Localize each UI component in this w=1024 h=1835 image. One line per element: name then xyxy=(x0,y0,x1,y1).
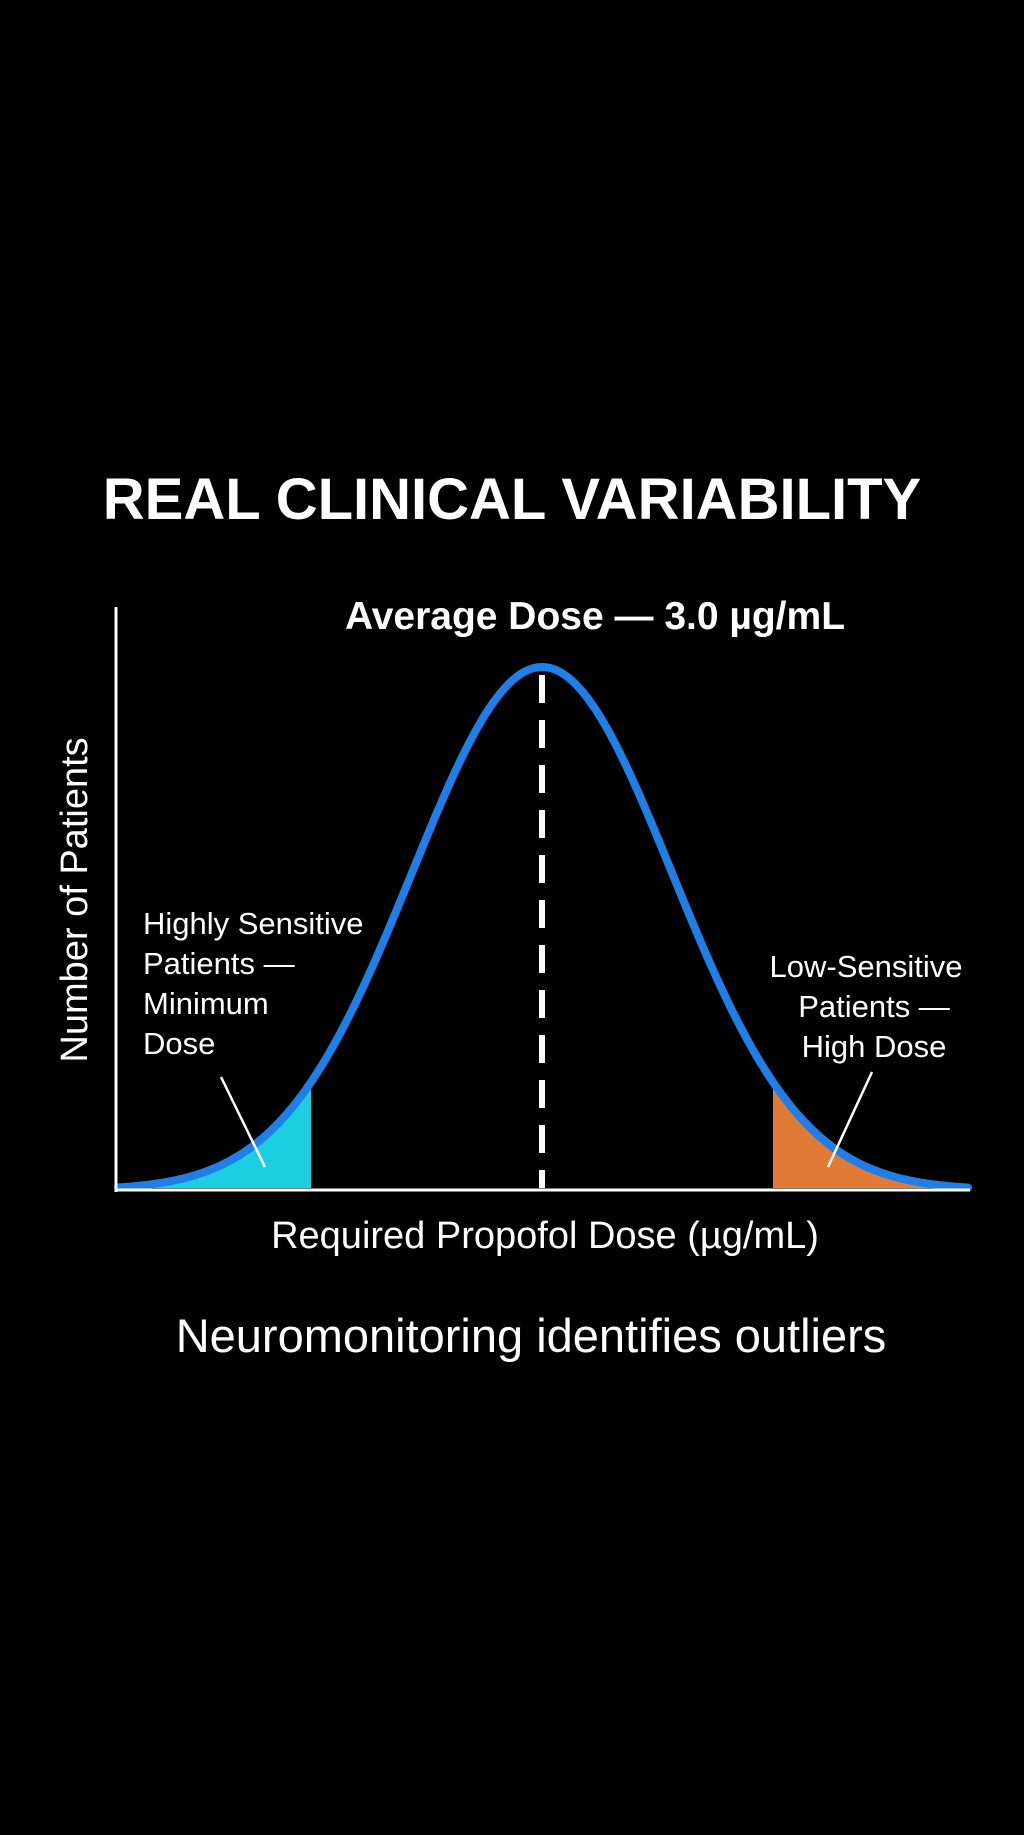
high-tail-label-line-1: Low-Sensitive xyxy=(770,949,963,984)
high-tail-leader-line xyxy=(826,1071,874,1168)
low-tail-label-line-2: Patients — xyxy=(143,946,295,981)
high-tail-label-line-3: High Dose xyxy=(802,1029,947,1064)
low-tail-label-line-3: Minimum xyxy=(143,986,269,1021)
distribution-curve xyxy=(114,663,972,1192)
mean-label: Average Dose — 3.0 µg/mL xyxy=(345,595,845,638)
low-tail-label-line-4: Dose xyxy=(143,1026,215,1061)
low-tail-annotation: Highly Sensitive Patients — Minimum Dose xyxy=(143,906,364,1168)
low-tail-leader-line xyxy=(219,1076,267,1168)
high-tail-annotation: Low-Sensitive Patients — High Dose xyxy=(770,949,963,1168)
high-tail-region xyxy=(773,1082,968,1188)
y-axis-label: Number of Patients xyxy=(54,737,96,1062)
x-axis-label: Required Propofol Dose (µg/mL) xyxy=(271,1215,819,1257)
caption: Neuromonitoring identifies outliers xyxy=(176,1309,887,1362)
high-tail-label-line-2: Patients — xyxy=(798,989,950,1024)
chart-title: REAL CLINICAL VARIABILITY xyxy=(103,467,921,532)
low-tail-label-line-1: Highly Sensitive xyxy=(143,906,364,941)
